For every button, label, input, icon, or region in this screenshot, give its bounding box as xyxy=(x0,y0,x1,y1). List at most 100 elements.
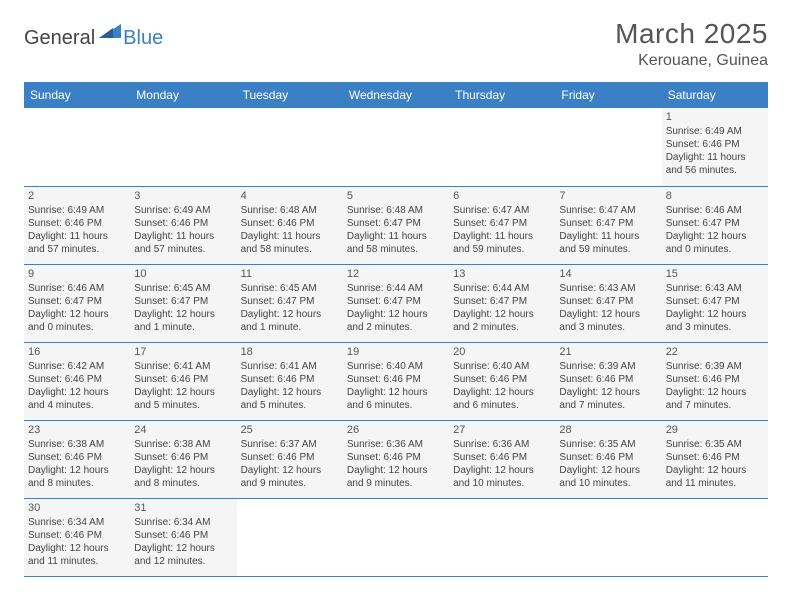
day-number: 24 xyxy=(134,423,232,437)
day-number: 5 xyxy=(347,189,445,203)
day-number: 6 xyxy=(453,189,551,203)
calendar-week: 16Sunrise: 6:42 AMSunset: 6:46 PMDayligh… xyxy=(24,342,768,420)
sunset-text: Sunset: 6:46 PM xyxy=(241,373,339,386)
calendar-cell: 20Sunrise: 6:40 AMSunset: 6:46 PMDayligh… xyxy=(449,342,555,420)
calendar-week: 30 Sunrise: 6:34 AM Sunset: 6:46 PM Dayligh… xyxy=(24,498,768,576)
sunset-text: Sunset: 6:46 PM xyxy=(134,373,232,386)
daylight-text: Daylight: 12 hours and 7 minutes. xyxy=(559,386,657,412)
day-number: 17 xyxy=(134,345,232,359)
sunrise-text: Sunrise: 6:38 AM xyxy=(28,438,126,451)
calendar-cell xyxy=(130,108,236,186)
calendar-cell: 19Sunrise: 6:40 AMSunset: 6:46 PMDayligh… xyxy=(343,342,449,420)
dayname-thursday: Thursday xyxy=(449,82,555,108)
daylight-text: Daylight: 11 hours and 58 minutes. xyxy=(241,230,339,256)
sunset-text: Sunset: 6:47 PM xyxy=(559,217,657,230)
sunset-text: Sunset: 6:47 PM xyxy=(559,295,657,308)
sunrise-text: Sunrise: 6:48 AM xyxy=(347,204,445,217)
calendar-cell: 5Sunrise: 6:48 AMSunset: 6:47 PMDaylight… xyxy=(343,186,449,264)
sunset-text: Sunset: 6:46 PM xyxy=(666,373,764,386)
daylight-text: Daylight: 12 hours and 7 minutes. xyxy=(666,386,764,412)
calendar-week: 9Sunrise: 6:46 AMSunset: 6:47 PMDaylight… xyxy=(24,264,768,342)
calendar-week: 23Sunrise: 6:38 AMSunset: 6:46 PMDayligh… xyxy=(24,420,768,498)
day-number: 21 xyxy=(559,345,657,359)
sunset-text: Sunset: 6:47 PM xyxy=(134,295,232,308)
calendar-cell: 1Sunrise: 6:49 AMSunset: 6:46 PMDaylight… xyxy=(662,108,768,186)
day-number: 28 xyxy=(559,423,657,437)
daylight-text: Daylight: 12 hours and 5 minutes. xyxy=(241,386,339,412)
daylight-text: Daylight: 11 hours and 57 minutes. xyxy=(28,230,126,256)
sunrise-text: Sunrise: 6:44 AM xyxy=(453,282,551,295)
header: General Blue March 2025 Kerouane, Guinea xyxy=(0,0,792,78)
sunset-text: Sunset: 6:46 PM xyxy=(134,217,232,230)
sunset-text: Sunset: 6:46 PM xyxy=(28,529,126,542)
daylight-text: Daylight: 11 hours and 58 minutes. xyxy=(347,230,445,256)
dayname-row: Sunday Monday Tuesday Wednesday Thursday… xyxy=(24,82,768,108)
sunset-text: Sunset: 6:46 PM xyxy=(666,138,764,151)
sunrise-text: Sunrise: 6:43 AM xyxy=(666,282,764,295)
daylight-text: Daylight: 12 hours and 3 minutes. xyxy=(559,308,657,334)
calendar-cell: 11Sunrise: 6:45 AMSunset: 6:47 PMDayligh… xyxy=(237,264,343,342)
sunset-text: Sunset: 6:46 PM xyxy=(28,217,126,230)
day-number: 8 xyxy=(666,189,764,203)
sunset-text: Sunset: 6:46 PM xyxy=(241,217,339,230)
calendar-cell xyxy=(662,498,768,576)
day-number: 11 xyxy=(241,267,339,281)
sunrise-text: Sunrise: 6:35 AM xyxy=(559,438,657,451)
day-number: 9 xyxy=(28,267,126,281)
calendar-cell: 18Sunrise: 6:41 AMSunset: 6:46 PMDayligh… xyxy=(237,342,343,420)
dayname-tuesday: Tuesday xyxy=(237,82,343,108)
calendar-cell: 25Sunrise: 6:37 AMSunset: 6:46 PMDayligh… xyxy=(237,420,343,498)
sunrise-text: Sunrise: 6:43 AM xyxy=(559,282,657,295)
logo-triangle-icon xyxy=(99,24,121,43)
calendar-cell: 30Sunrise: 6:34 AMSunset: 6:46 PMDayligh… xyxy=(24,498,130,576)
sunset-text: Sunset: 6:46 PM xyxy=(559,373,657,386)
day-number: 22 xyxy=(666,345,764,359)
calendar-cell: 9Sunrise: 6:46 AMSunset: 6:47 PMDaylight… xyxy=(24,264,130,342)
daylight-text: Daylight: 11 hours and 56 minutes. xyxy=(666,151,764,177)
daylight-text: Daylight: 12 hours and 11 minutes. xyxy=(666,464,764,490)
daylight-text: Daylight: 11 hours and 59 minutes. xyxy=(453,230,551,256)
sunrise-text: Sunrise: 6:41 AM xyxy=(241,360,339,373)
calendar-cell xyxy=(449,498,555,576)
sunset-text: Sunset: 6:46 PM xyxy=(347,373,445,386)
sunrise-text: Sunrise: 6:40 AM xyxy=(453,360,551,373)
day-number: 25 xyxy=(241,423,339,437)
sunset-text: Sunset: 6:46 PM xyxy=(241,451,339,464)
calendar-week: 2Sunrise: 6:49 AMSunset: 6:46 PMDaylight… xyxy=(24,186,768,264)
calendar-cell: 31Sunrise: 6:34 AMSunset: 6:46 PMDayligh… xyxy=(130,498,236,576)
sunrise-text: Sunrise: 6:49 AM xyxy=(28,204,126,217)
sunrise-text: Sunrise: 6:36 AM xyxy=(347,438,445,451)
daylight-text: Daylight: 12 hours and 8 minutes. xyxy=(134,464,232,490)
day-number: 30 xyxy=(28,501,126,515)
day-number: 3 xyxy=(134,189,232,203)
daylight-text: Daylight: 12 hours and 12 minutes. xyxy=(134,542,232,568)
month-title: March 2025 xyxy=(615,18,768,50)
calendar-table: Sunday Monday Tuesday Wednesday Thursday… xyxy=(24,82,768,577)
dayname-monday: Monday xyxy=(130,82,236,108)
daylight-text: Daylight: 12 hours and 6 minutes. xyxy=(347,386,445,412)
day-number: 12 xyxy=(347,267,445,281)
calendar-cell xyxy=(343,108,449,186)
day-number: 2 xyxy=(28,189,126,203)
sunset-text: Sunset: 6:46 PM xyxy=(28,373,126,386)
calendar-cell: 16Sunrise: 6:42 AMSunset: 6:46 PMDayligh… xyxy=(24,342,130,420)
day-number: 10 xyxy=(134,267,232,281)
dayname-saturday: Saturday xyxy=(662,82,768,108)
sunrise-text: Sunrise: 6:34 AM xyxy=(134,516,232,529)
calendar-cell xyxy=(449,108,555,186)
daylight-text: Daylight: 12 hours and 9 minutes. xyxy=(347,464,445,490)
sunrise-text: Sunrise: 6:35 AM xyxy=(666,438,764,451)
day-number: 18 xyxy=(241,345,339,359)
sunrise-text: Sunrise: 6:44 AM xyxy=(347,282,445,295)
daylight-text: Daylight: 12 hours and 3 minutes. xyxy=(666,308,764,334)
calendar-cell xyxy=(555,108,661,186)
sunrise-text: Sunrise: 6:47 AM xyxy=(453,204,551,217)
sunset-text: Sunset: 6:46 PM xyxy=(28,451,126,464)
logo-text-general: General xyxy=(24,27,95,50)
daylight-text: Daylight: 12 hours and 1 minute. xyxy=(134,308,232,334)
calendar-cell xyxy=(343,498,449,576)
title-block: March 2025 Kerouane, Guinea xyxy=(615,18,768,70)
sunset-text: Sunset: 6:47 PM xyxy=(666,295,764,308)
calendar-cell: 27Sunrise: 6:36 AMSunset: 6:46 PMDayligh… xyxy=(449,420,555,498)
logo: General Blue xyxy=(24,24,163,53)
